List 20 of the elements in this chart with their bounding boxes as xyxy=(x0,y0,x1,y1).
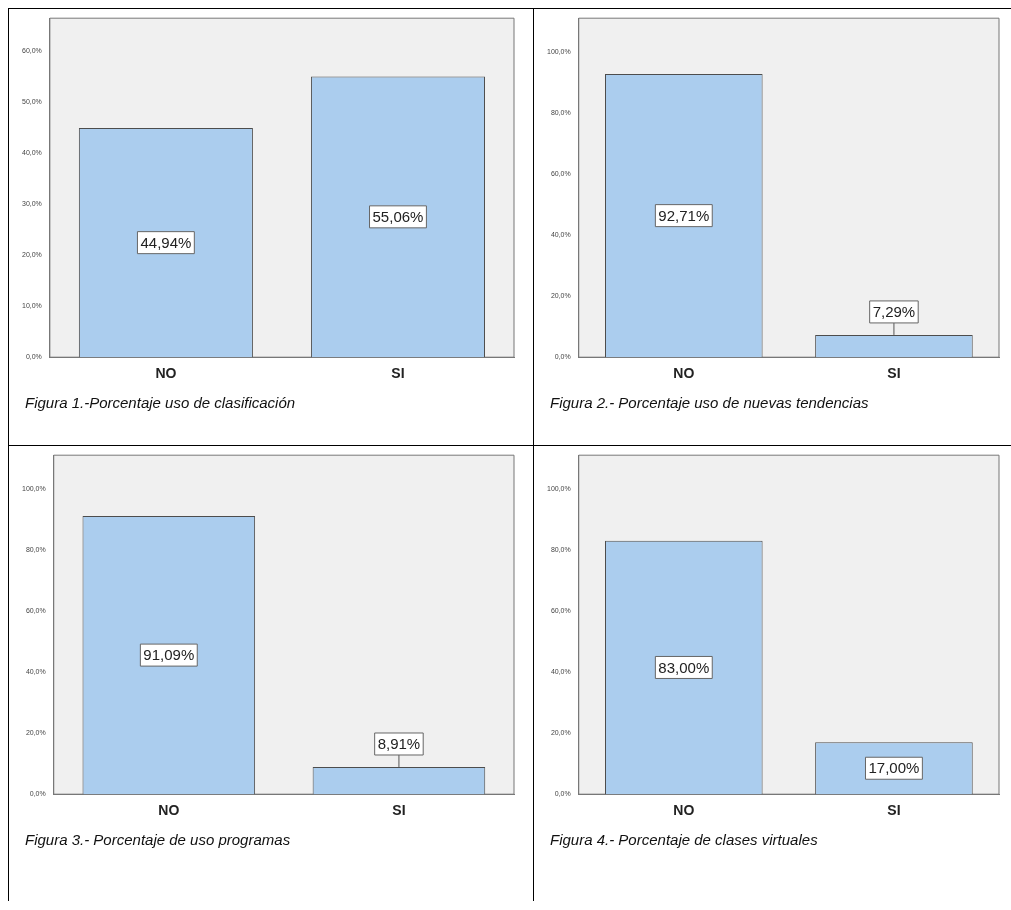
x-tick-label: SI xyxy=(392,802,406,819)
data-label: 7,29% xyxy=(872,303,916,321)
x-tick-label: NO xyxy=(673,365,695,382)
x-tick-label: NO xyxy=(155,365,177,382)
text: Figura 3.- Porcentaje de uso programas xyxy=(25,831,292,848)
data-label: 8,91% xyxy=(377,735,421,753)
data-label: 83,00% xyxy=(658,658,710,676)
data-label: 55,06% xyxy=(372,208,424,225)
x-tick-label: SI xyxy=(391,365,405,382)
data-label: 92,71% xyxy=(658,206,710,224)
x-tick-label: NO xyxy=(673,802,695,819)
data-label: 17,00% xyxy=(868,759,920,777)
data-label: 91,09% xyxy=(143,646,195,664)
data-label: 44,94% xyxy=(140,233,192,251)
text: Figura 1.-Porcentaje uso de clasificación xyxy=(25,394,297,411)
x-tick-label: NO xyxy=(158,802,180,819)
text: Figura 4.- Porcentaje de clases virtuales xyxy=(550,831,819,848)
x-tick-label: SI xyxy=(887,365,901,382)
text: Figura 2.- Porcentaje uso de nuevas tendencias xyxy=(550,394,870,411)
x-tick-label: SI xyxy=(887,802,901,819)
